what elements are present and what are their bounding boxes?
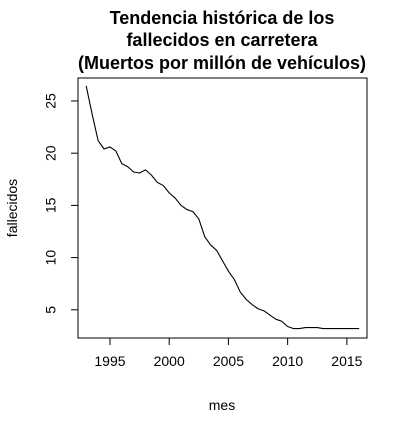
y-axis-label: fallecidos bbox=[4, 179, 20, 237]
chart-title-line-3: (Muertos por millón de vehículos) bbox=[78, 53, 366, 73]
chart-title-line-1: Tendencia histórica de los bbox=[110, 8, 335, 28]
x-axis: 1995 2000 2005 2010 2015 bbox=[94, 337, 363, 369]
y-tick-label-20: 20 bbox=[43, 145, 59, 161]
x-tick-label-2005: 2005 bbox=[213, 353, 244, 369]
y-tick-label-25: 25 bbox=[43, 93, 59, 109]
y-axis: 5 10 15 20 25 bbox=[43, 93, 79, 314]
chart-title-line-2: fallecidos en carretera bbox=[126, 30, 318, 50]
y-tick-label-15: 15 bbox=[43, 197, 59, 213]
y-tick-label-10: 10 bbox=[43, 250, 59, 266]
series-line-0 bbox=[85, 85, 360, 330]
plot-frame bbox=[77, 77, 368, 339]
y-tick-label-5: 5 bbox=[43, 306, 59, 314]
x-tick-label-2015: 2015 bbox=[331, 353, 362, 369]
x-axis-label: mes bbox=[209, 397, 235, 413]
x-tick-label-2010: 2010 bbox=[272, 353, 303, 369]
x-tick-label-2000: 2000 bbox=[154, 353, 185, 369]
x-tick-label-1995: 1995 bbox=[94, 353, 125, 369]
series-layer bbox=[85, 85, 360, 330]
